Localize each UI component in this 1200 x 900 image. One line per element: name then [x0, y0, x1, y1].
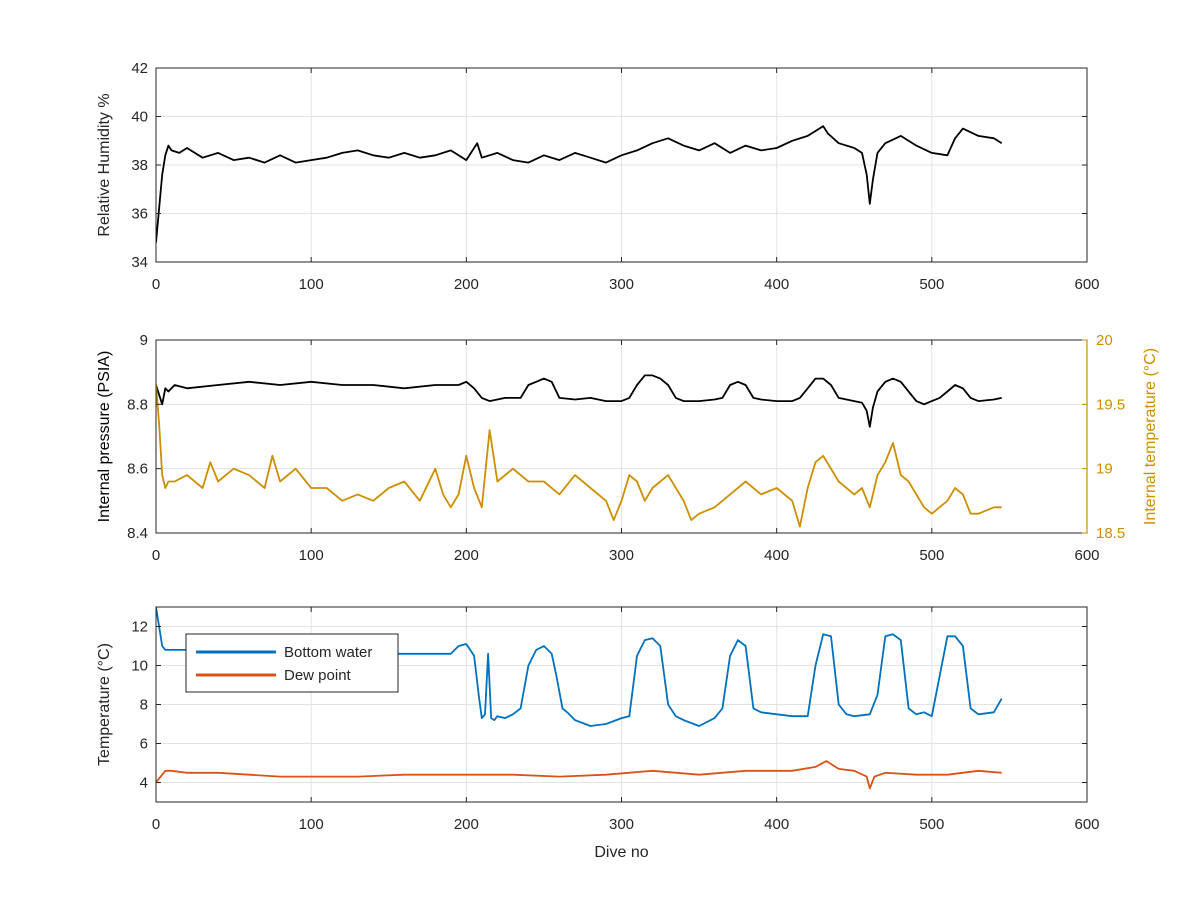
- legend-box: [185, 633, 399, 693]
- x-tick-label: 300: [609, 547, 634, 564]
- x-tick-label: 600: [1074, 276, 1099, 293]
- x-tick-label: 400: [764, 816, 789, 833]
- right-y-tick-label: 19: [1096, 461, 1113, 478]
- series-line-2-1: [156, 374, 1002, 428]
- subplot-3: 0 100 200 300 400 500 600 4 6 8 10 12 Temperature (°…: [96, 606, 1100, 861]
- y-tick-label: 8.4: [127, 525, 148, 542]
- y-axis-label: Internal pressure (PSIA): [96, 351, 113, 523]
- x-tick-label: 300: [609, 276, 634, 293]
- series-line-2-2: [156, 384, 1002, 528]
- x-tick-label: 400: [764, 547, 789, 564]
- y-axis-label: Relative Humidity %: [96, 93, 113, 236]
- right-y-tick-label: 20: [1096, 332, 1113, 349]
- y-tick-label: 8: [140, 697, 148, 714]
- y-tick-label: 8.8: [127, 396, 148, 413]
- right-y-tick-label: 18.5: [1096, 525, 1125, 542]
- y-tick-label: 8.6: [127, 461, 148, 478]
- series-line-dew-point: [156, 760, 1002, 790]
- legend: Bottom water Dew point: [185, 633, 399, 693]
- x-tick-label: 100: [299, 816, 324, 833]
- legend-label: Bottom water: [284, 644, 372, 661]
- y-tick-label: 34: [131, 254, 148, 271]
- x-tick-label: 300: [609, 816, 634, 833]
- series-line-bottom-water: [156, 607, 1003, 727]
- x-tick-label: 100: [299, 547, 324, 564]
- x-tick-label: 200: [454, 276, 479, 293]
- x-tick-label: 600: [1074, 816, 1099, 833]
- y-tick-label: 40: [131, 109, 148, 126]
- y-tick-label: 42: [131, 60, 148, 77]
- right-y-tick-label: 19.5: [1096, 396, 1125, 413]
- y-tick-label: 38: [131, 157, 148, 174]
- right-y-axis-label: Internal temperature (°C): [1142, 348, 1159, 525]
- x-tick-label: 500: [919, 276, 944, 293]
- y-tick-label: 6: [140, 736, 148, 753]
- x-tick-label: 100: [299, 276, 324, 293]
- y-tick-label: 36: [131, 206, 148, 223]
- legend-label: Dew point: [284, 667, 352, 684]
- x-tick-label: 500: [919, 816, 944, 833]
- x-tick-label: 600: [1074, 547, 1099, 564]
- x-tick-label: 0: [152, 547, 160, 564]
- x-tick-label: 400: [764, 276, 789, 293]
- y-tick-label: 12: [131, 619, 148, 636]
- y-tick-label: 10: [131, 658, 148, 675]
- x-tick-label: 500: [919, 547, 944, 564]
- x-tick-label: 200: [454, 816, 479, 833]
- y-axis-label: Temperature (°C): [96, 643, 113, 766]
- x-tick-label: 0: [152, 816, 160, 833]
- series-line-1-1: [156, 125, 1003, 243]
- subplot-2: 0 100 200 300 400 500 600 8.4 8.6 8.8 9 18.5 19 19.5 2…: [96, 332, 1159, 564]
- y-tick-label: 4: [140, 775, 148, 792]
- x-axis-label: Dive no: [594, 844, 648, 861]
- x-tick-label: 0: [152, 276, 160, 293]
- x-tick-label: 200: [454, 547, 479, 564]
- y-tick-label: 9: [140, 332, 148, 349]
- subplot-1: 0 100 200 300 400 500 600 34 36 38 40 42 Relative Hu…: [96, 60, 1100, 293]
